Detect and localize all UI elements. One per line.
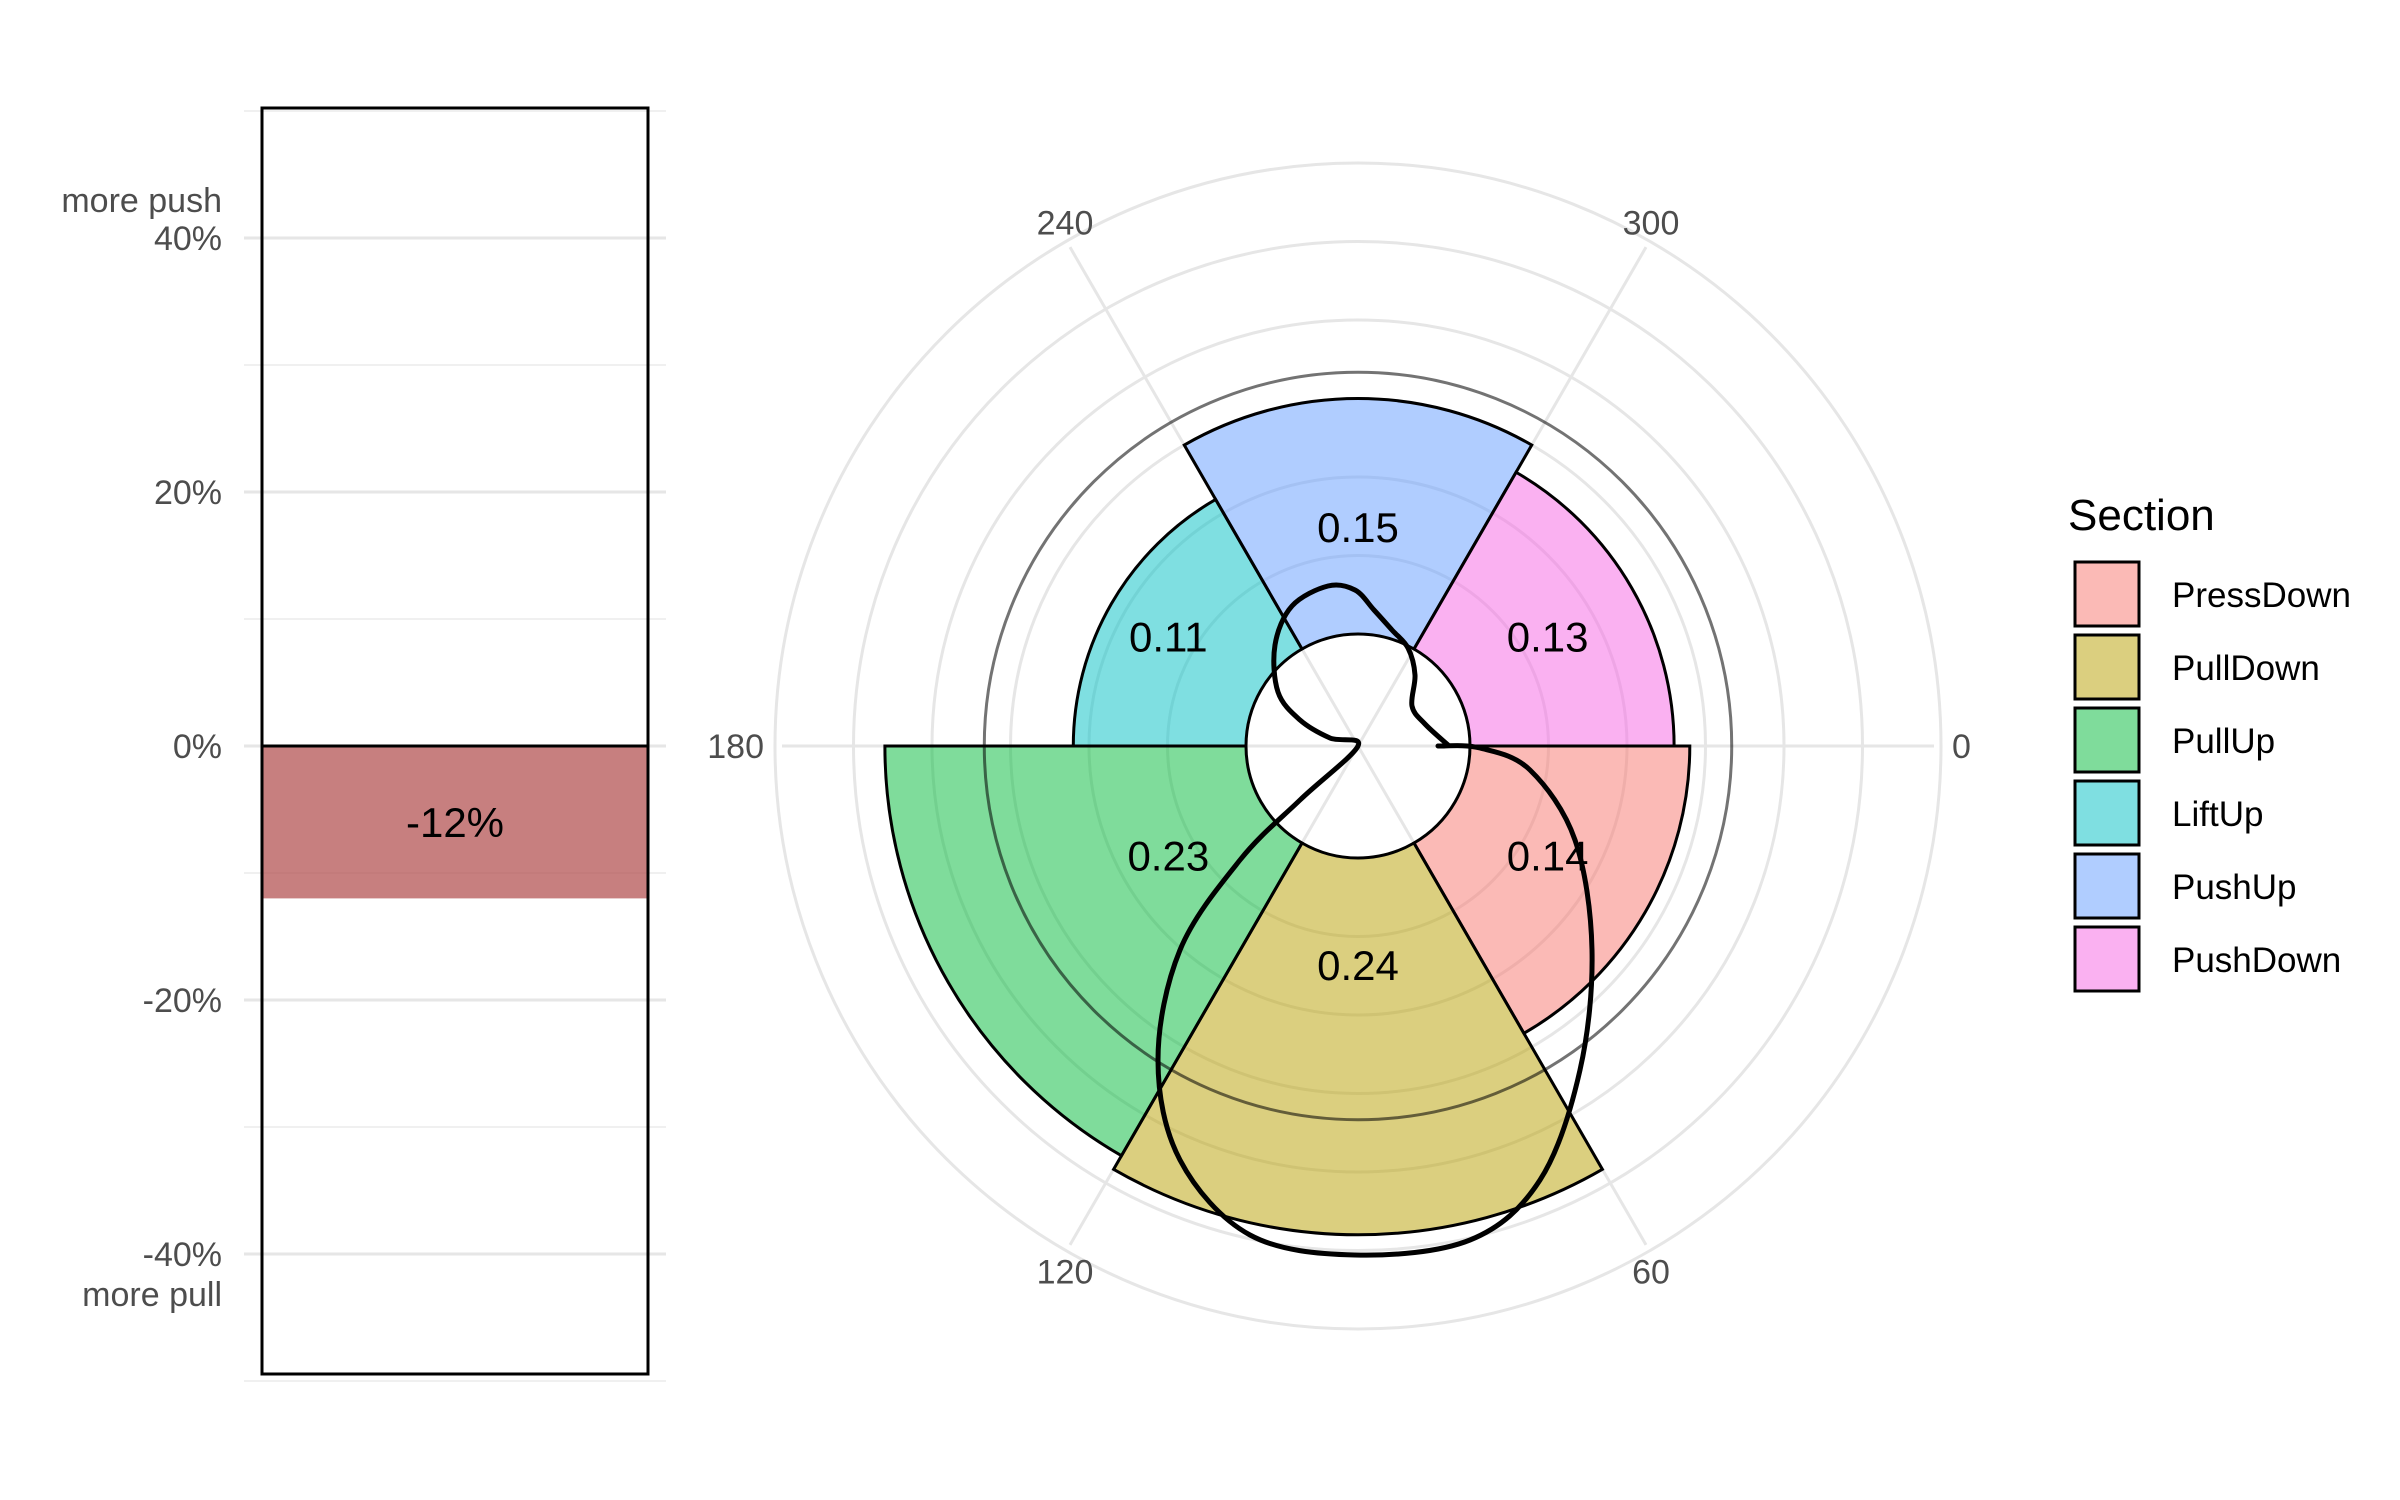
polar-bar-label: 0.14: [1507, 833, 1589, 880]
polar-bar-label: 0.13: [1507, 614, 1589, 661]
bar-value-label: -12%: [406, 799, 504, 846]
angle-tick-label: 180: [707, 728, 764, 766]
more-push-annotation: more push: [61, 182, 222, 220]
polar-bar-label: 0.11: [1129, 614, 1208, 661]
push-pull-panel-border: [260, 106, 650, 1376]
polar-bars: [883, 397, 1692, 1237]
polar-bar-pushdown: [1411, 470, 1676, 748]
legend-swatch-pushup: [2073, 852, 2141, 920]
polar-bar-label: 0.24: [1317, 942, 1399, 989]
legend-swatch-pullup: [2073, 706, 2141, 774]
reference-circle: [982, 370, 1734, 1122]
polar-bar-label: 0.23: [1127, 833, 1209, 880]
y-tick-label: -20%: [143, 982, 222, 1020]
polar-panel: 0.14 0.24 0.23 0.11 0.15 0.13 0 60 120 180 240 300: [707, 161, 1971, 1331]
legend-label: PushUp: [2172, 868, 2297, 907]
more-pull-annotation: more pull: [82, 1276, 222, 1314]
force-trace-curve: [1155, 582, 1595, 1258]
net-balance-bar: [262, 746, 648, 899]
legend: Section PressDown PullDown PullUp LiftUp Pus…: [2068, 491, 2351, 993]
polar-bar-pulldown: [1111, 840, 1605, 1237]
y-tick-label: 40%: [154, 220, 222, 258]
angle-tick-label: 300: [1623, 205, 1680, 243]
polar-bar-liftup: [1071, 497, 1305, 748]
legend-swatch-pulldown: [2073, 633, 2141, 701]
angle-tick-label: 0: [1952, 728, 1971, 766]
polar-grid-circle: [773, 161, 1943, 1331]
y-tick-label: 20%: [154, 474, 222, 512]
legend-title: Section: [2068, 491, 2215, 540]
legend-swatch-pressdown: [2073, 560, 2141, 628]
legend-label: PressDown: [2172, 576, 2351, 615]
legend-label: PullUp: [2172, 722, 2275, 761]
push-pull-bar-layer: -12%: [262, 744, 648, 899]
angle-tick-label: 240: [1037, 205, 1094, 243]
push-pull-panel: -12% more push more pull 40% 20% 0% -20% -40…: [61, 106, 666, 1382]
y-tick-label: 0%: [173, 728, 222, 766]
polar-bar-pullup: [883, 744, 1305, 1158]
polar-bar-label: 0.15: [1317, 504, 1399, 551]
legend-label: PullDown: [2172, 649, 2320, 688]
angle-tick-label: 120: [1037, 1253, 1094, 1291]
angle-tick-label: 60: [1632, 1253, 1670, 1291]
polar-bar-labels: 0.14 0.24 0.23 0.11 0.15 0.13: [1127, 504, 1588, 989]
legend-items: PressDown PullDown PullUp LiftUp PushUp PushD…: [2073, 560, 2351, 993]
polar-angle-axis: 0 60 120 180 240 300: [707, 205, 1971, 1292]
push-pull-y-axis: 40% 20% 0% -20% -40%: [143, 220, 222, 1274]
polar-bar-pushup: [1182, 397, 1534, 652]
legend-label: PushDown: [2172, 941, 2341, 980]
legend-label: LiftUp: [2172, 795, 2263, 834]
legend-swatch-liftup: [2073, 779, 2141, 847]
legend-swatch-pushdown: [2073, 925, 2141, 993]
y-tick-label: -40%: [143, 1236, 222, 1274]
